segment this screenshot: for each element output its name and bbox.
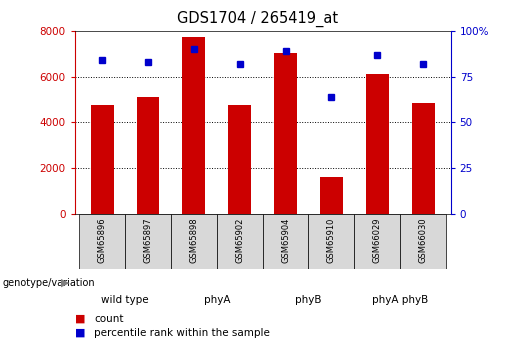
Bar: [366, 75, 389, 214]
Text: GSM65896: GSM65896: [98, 218, 107, 263]
Text: GSM66029: GSM66029: [373, 218, 382, 263]
Bar: [411, 103, 435, 214]
Bar: [354, 214, 400, 269]
Bar: [171, 214, 217, 269]
Text: GSM66030: GSM66030: [419, 218, 427, 263]
Text: genotype/variation: genotype/variation: [3, 278, 95, 288]
Text: ■: ■: [75, 314, 85, 324]
Bar: [400, 214, 446, 269]
Bar: [182, 37, 205, 214]
Text: GSM65904: GSM65904: [281, 218, 290, 263]
Bar: [274, 53, 297, 214]
Bar: [79, 214, 125, 269]
Text: ■: ■: [75, 328, 85, 338]
Text: GSM65902: GSM65902: [235, 218, 244, 263]
Text: ▶: ▶: [61, 278, 70, 288]
Text: GSM65897: GSM65897: [144, 218, 152, 263]
Text: phyB: phyB: [295, 295, 322, 305]
Text: percentile rank within the sample: percentile rank within the sample: [94, 328, 270, 338]
Bar: [217, 214, 263, 269]
Bar: [263, 214, 308, 269]
Text: GSM65910: GSM65910: [327, 218, 336, 263]
Text: count: count: [94, 314, 124, 324]
Text: GSM65898: GSM65898: [190, 218, 198, 263]
Bar: [320, 177, 343, 214]
Bar: [91, 105, 114, 214]
Text: wild type: wild type: [101, 295, 149, 305]
Bar: [125, 214, 171, 269]
Bar: [136, 97, 160, 214]
Text: phyA: phyA: [203, 295, 230, 305]
Text: GDS1704 / 265419_at: GDS1704 / 265419_at: [177, 10, 338, 27]
Bar: [228, 105, 251, 214]
Bar: [308, 214, 354, 269]
Text: phyA phyB: phyA phyB: [372, 295, 428, 305]
